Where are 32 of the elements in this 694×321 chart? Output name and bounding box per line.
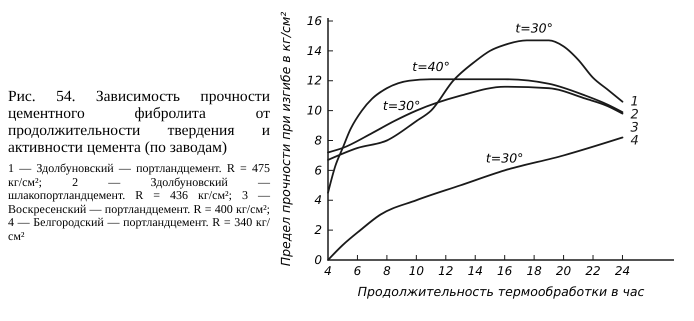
y-axis-title: Предел прочности при изгибе в кг/см² xyxy=(278,12,293,266)
text: 1 — Здолбуновский — портландцемент. R = 475 кг/см²; 2 — Здолбуновский — шлакопортландцемент. R = 436 кг/см²; 3 — Воскресенский — портландцемент. R = 400 кг/см²; 4 — Белгородский — портландцемент. R = 340 кг/см² xyxy=(8,161,270,243)
annotation: t=30° xyxy=(382,98,420,114)
y-tick-label: 2 xyxy=(314,223,322,238)
x-tick-label: 16 xyxy=(497,264,513,278)
y-tick-label: 4 xyxy=(314,193,322,208)
x-tick-label: 4 xyxy=(324,264,332,278)
y-tick-label: 0 xyxy=(314,253,322,267)
x-tick-label: 6 xyxy=(354,264,362,278)
series-label: 1 xyxy=(630,94,639,110)
series-label: 3 xyxy=(630,120,639,136)
annotation: t=40° xyxy=(412,59,450,74)
annotation: t=30° xyxy=(515,20,553,36)
y-tick-label: 6 xyxy=(314,163,322,178)
x-tick-label: 8 xyxy=(383,264,392,278)
y-tick-label: 12 xyxy=(306,74,322,88)
text: Рис. 54. Зависимость прочности цементного фибролита от продолжительности твердения и активности цемента (по заводам) xyxy=(8,88,270,156)
x-tick-label: 24 xyxy=(614,264,630,278)
series-label: 2 xyxy=(630,108,639,123)
x-tick-label: 20 xyxy=(556,264,572,278)
y-tick-label: 8 xyxy=(314,133,322,148)
x-tick-label: 14 xyxy=(468,264,483,278)
y-tick-label: 10 xyxy=(306,104,322,118)
series-label: 4 xyxy=(630,134,639,149)
x-axis-title: Продолжительность термообработки в час xyxy=(358,284,645,299)
x-tick-label: 10 xyxy=(408,264,424,278)
y-tick-label: 14 xyxy=(306,44,322,58)
y-tick-label: 16 xyxy=(306,14,322,28)
x-tick-label: 22 xyxy=(585,264,601,278)
x-tick-label: 12 xyxy=(438,264,454,278)
x-tick-label: 18 xyxy=(526,264,542,278)
annotation: t=30° xyxy=(486,150,524,166)
